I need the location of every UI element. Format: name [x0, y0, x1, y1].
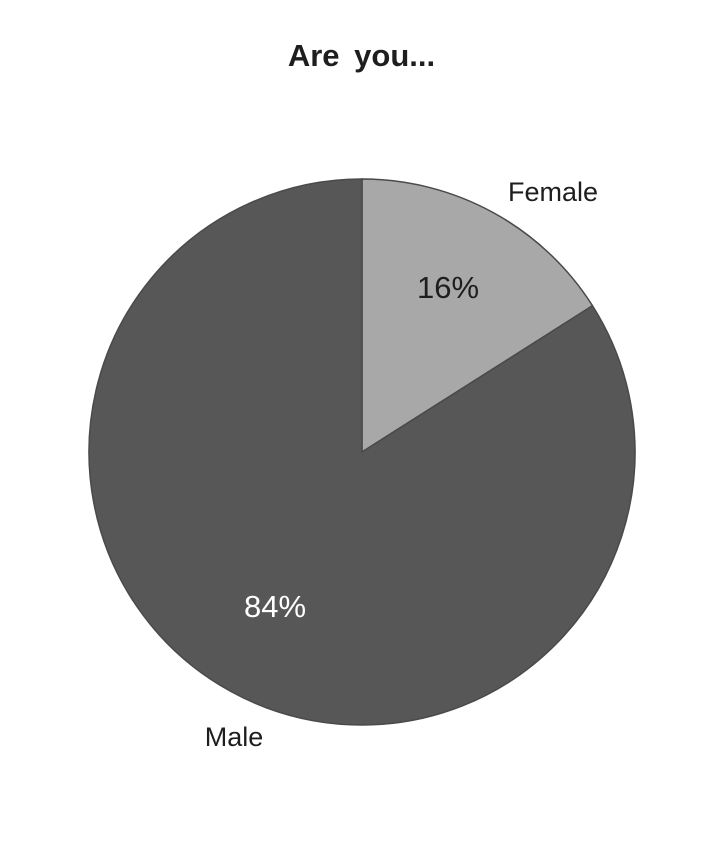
category-label-male: Male	[205, 722, 264, 752]
data-label-female: 16%	[417, 270, 479, 305]
chart-title: Are you...	[287, 38, 436, 73]
data-label-male: 84%	[244, 589, 306, 624]
pie-slice-female	[361, 178, 594, 454]
pie-slice-male	[88, 178, 636, 726]
category-label-female: Female	[508, 177, 598, 207]
